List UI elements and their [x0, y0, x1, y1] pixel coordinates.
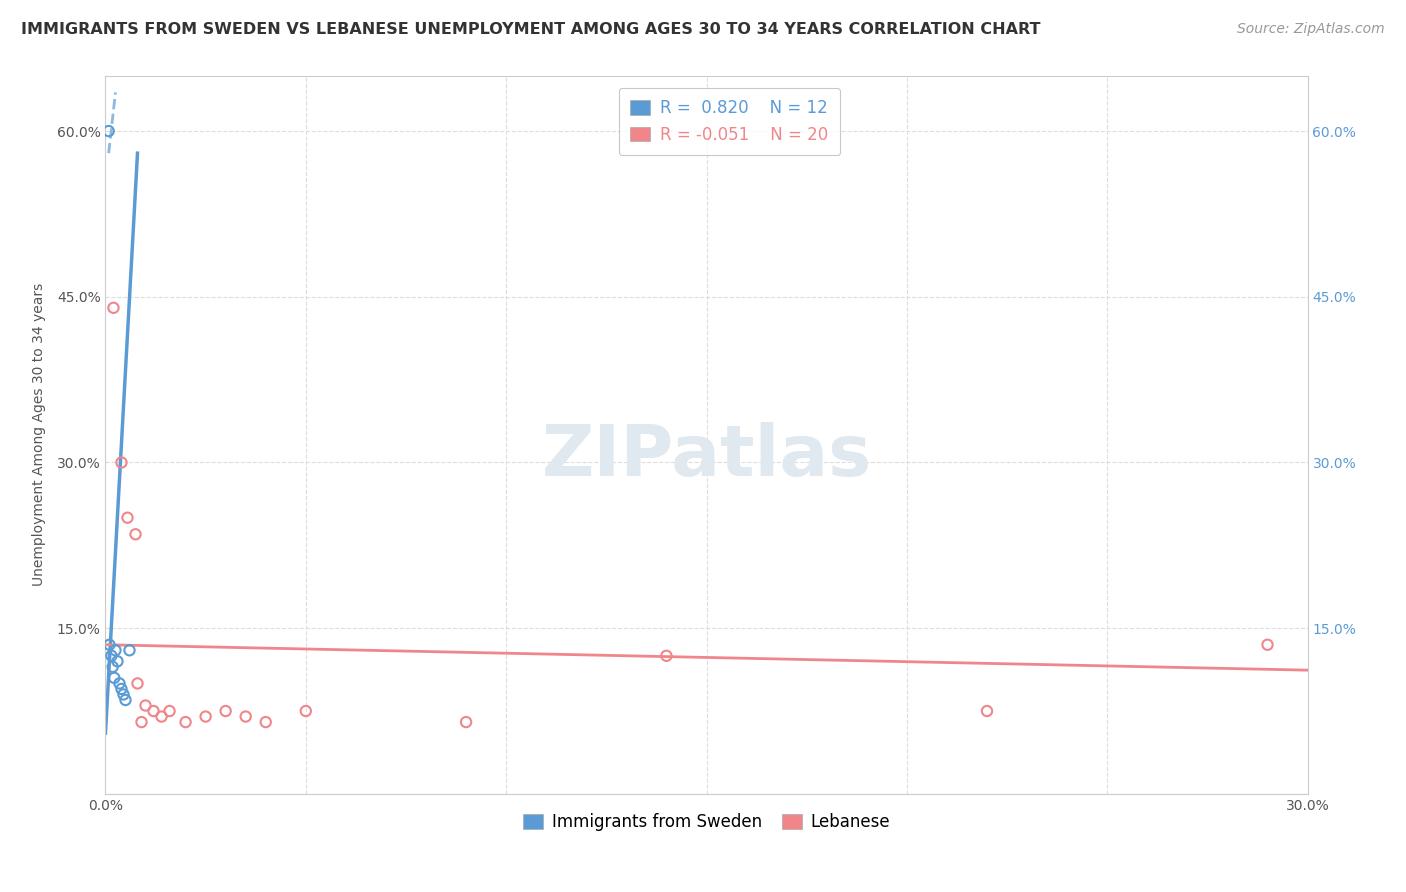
Point	[174, 715, 197, 730]
Point	[103, 301, 125, 315]
Point	[131, 715, 153, 730]
Point	[456, 715, 478, 730]
Point	[142, 704, 165, 718]
Point	[118, 643, 141, 657]
Point	[97, 124, 120, 138]
Point	[103, 671, 125, 685]
Point	[295, 704, 318, 718]
Point	[101, 660, 124, 674]
Point	[159, 704, 181, 718]
Point	[235, 709, 257, 723]
Text: ZIPatlas: ZIPatlas	[541, 422, 872, 491]
Point	[194, 709, 217, 723]
Point	[1257, 638, 1279, 652]
Point	[976, 704, 998, 718]
Text: Source: ZipAtlas.com: Source: ZipAtlas.com	[1237, 22, 1385, 37]
Point	[150, 709, 173, 723]
Point	[110, 455, 132, 469]
Legend: Immigrants from Sweden, Lebanese: Immigrants from Sweden, Lebanese	[515, 805, 898, 839]
Point	[124, 527, 146, 541]
Point	[127, 676, 149, 690]
Text: IMMIGRANTS FROM SWEDEN VS LEBANESE UNEMPLOYMENT AMONG AGES 30 TO 34 YEARS CORREL: IMMIGRANTS FROM SWEDEN VS LEBANESE UNEMP…	[21, 22, 1040, 37]
Point	[135, 698, 157, 713]
Point	[104, 643, 127, 657]
Point	[112, 688, 135, 702]
Point	[110, 681, 132, 696]
Point	[117, 510, 139, 524]
Point	[254, 715, 277, 730]
Point	[214, 704, 236, 718]
Y-axis label: Unemployment Among Ages 30 to 34 years: Unemployment Among Ages 30 to 34 years	[31, 284, 45, 586]
Point	[114, 693, 136, 707]
Point	[98, 638, 121, 652]
Point	[655, 648, 678, 663]
Point	[108, 676, 131, 690]
Point	[100, 648, 122, 663]
Point	[107, 654, 129, 668]
